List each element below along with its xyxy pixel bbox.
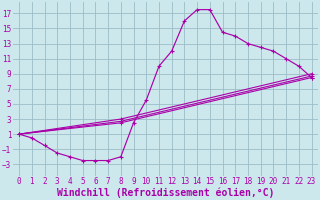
X-axis label: Windchill (Refroidissement éolien,°C): Windchill (Refroidissement éolien,°C): [57, 187, 274, 198]
